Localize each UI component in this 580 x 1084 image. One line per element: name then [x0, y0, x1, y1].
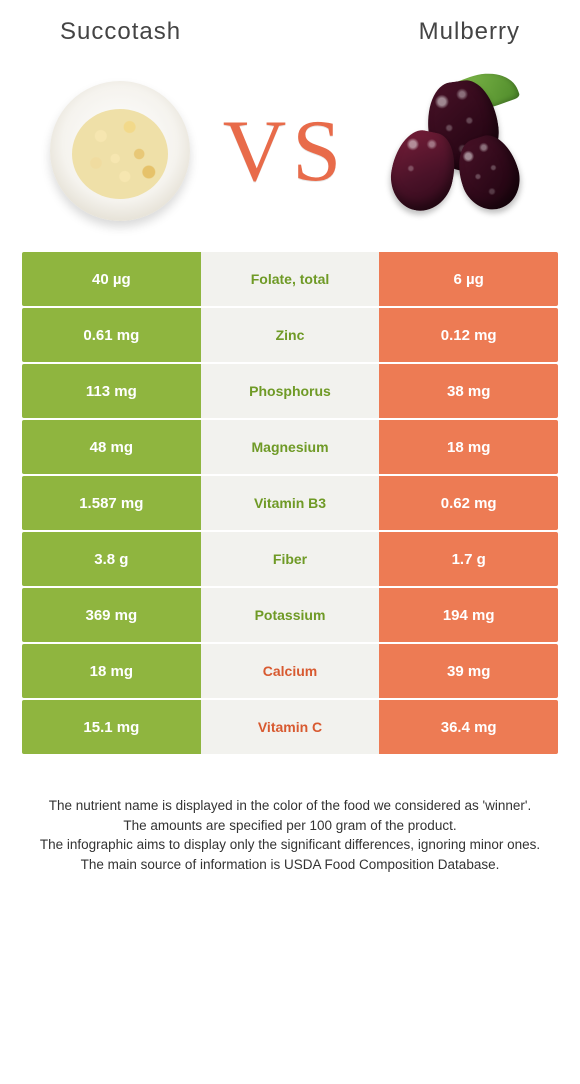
table-row: 0.61 mgZinc0.12 mg	[22, 308, 558, 362]
left-value: 113 mg	[22, 364, 201, 418]
table-row: 18 mgCalcium39 mg	[22, 644, 558, 698]
right-value: 1.7 g	[379, 532, 558, 586]
footer-line: The infographic aims to display only the…	[26, 835, 554, 855]
footer-line: The nutrient name is displayed in the co…	[26, 796, 554, 816]
left-value: 40 µg	[22, 252, 201, 306]
footer-line: The amounts are specified per 100 gram o…	[26, 816, 554, 836]
hero: VS	[0, 46, 580, 252]
nutrient-name: Calcium	[201, 644, 380, 698]
left-value: 48 mg	[22, 420, 201, 474]
nutrient-name: Phosphorus	[201, 364, 380, 418]
left-value: 369 mg	[22, 588, 201, 642]
nutrient-name: Vitamin C	[201, 700, 380, 754]
table-row: 1.587 mgVitamin B30.62 mg	[22, 476, 558, 530]
footer-notes: The nutrient name is displayed in the co…	[0, 756, 580, 874]
right-value: 194 mg	[379, 588, 558, 642]
nutrient-name: Magnesium	[201, 420, 380, 474]
vs-label: VS	[223, 101, 348, 202]
right-value: 0.62 mg	[379, 476, 558, 530]
succotash-image	[50, 81, 190, 221]
table-row: 40 µgFolate, total6 µg	[22, 252, 558, 306]
right-value: 38 mg	[379, 364, 558, 418]
table-row: 3.8 gFiber1.7 g	[22, 532, 558, 586]
table-row: 113 mgPhosphorus38 mg	[22, 364, 558, 418]
right-value: 39 mg	[379, 644, 558, 698]
mulberry-image	[380, 76, 530, 226]
nutrient-name: Folate, total	[201, 252, 380, 306]
table-row: 15.1 mgVitamin C36.4 mg	[22, 700, 558, 754]
header: Succotash Mulberry	[0, 0, 580, 46]
right-value: 6 µg	[379, 252, 558, 306]
title-right: Mulberry	[419, 18, 520, 46]
nutrient-name: Fiber	[201, 532, 380, 586]
table-row: 369 mgPotassium194 mg	[22, 588, 558, 642]
title-left: Succotash	[60, 18, 181, 46]
nutrient-name: Vitamin B3	[201, 476, 380, 530]
nutrient-name: Zinc	[201, 308, 380, 362]
left-value: 15.1 mg	[22, 700, 201, 754]
left-value: 3.8 g	[22, 532, 201, 586]
right-value: 36.4 mg	[379, 700, 558, 754]
table-row: 48 mgMagnesium18 mg	[22, 420, 558, 474]
left-value: 1.587 mg	[22, 476, 201, 530]
left-value: 18 mg	[22, 644, 201, 698]
left-value: 0.61 mg	[22, 308, 201, 362]
right-value: 18 mg	[379, 420, 558, 474]
comparison-table: 40 µgFolate, total6 µg0.61 mgZinc0.12 mg…	[0, 252, 580, 754]
right-value: 0.12 mg	[379, 308, 558, 362]
nutrient-name: Potassium	[201, 588, 380, 642]
footer-line: The main source of information is USDA F…	[26, 855, 554, 875]
